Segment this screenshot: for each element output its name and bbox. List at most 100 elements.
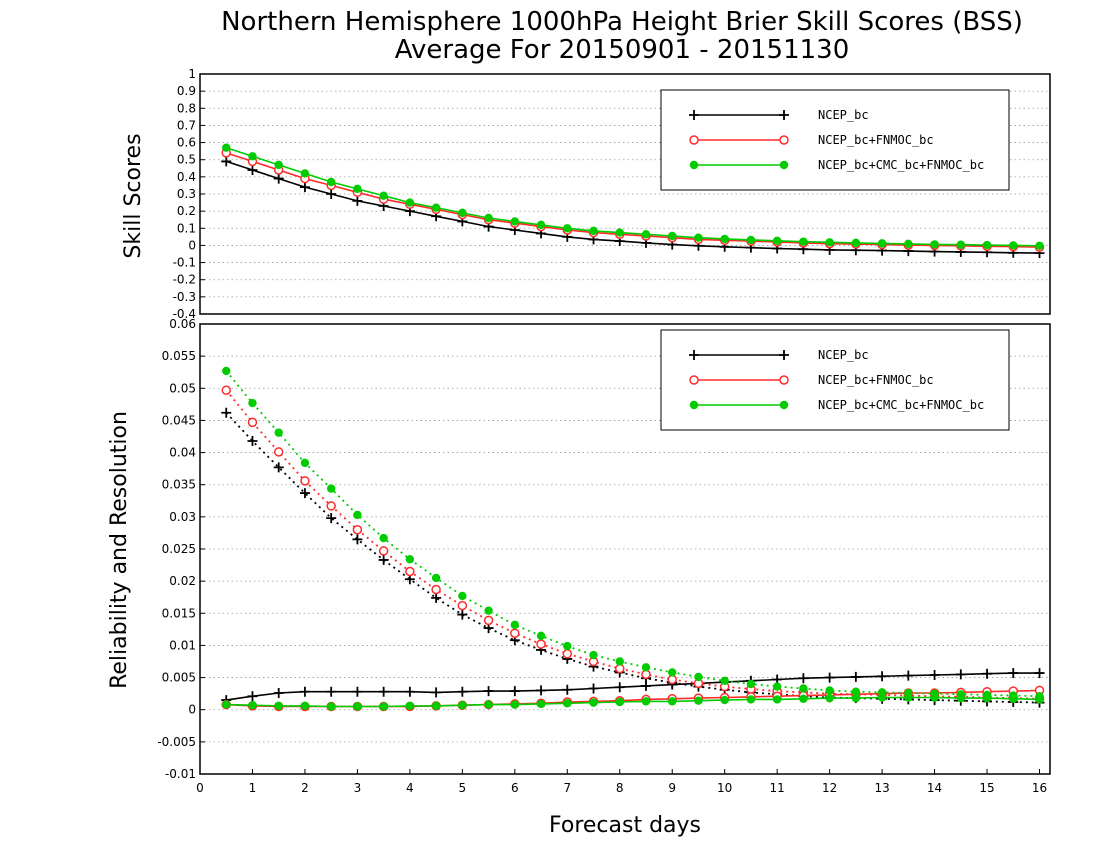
data-point (746, 235, 756, 245)
data-point (353, 510, 362, 520)
y-tick-label: 0.02 (169, 574, 196, 588)
data-point (668, 697, 677, 706)
data-point (248, 701, 257, 710)
legend-label: NCEP_bc+FNMOC_bc (818, 373, 934, 387)
data-point (746, 695, 756, 704)
data-point (825, 686, 834, 695)
data-point (248, 398, 257, 408)
legend-marker (689, 110, 699, 120)
data-point (641, 663, 651, 672)
data-point (431, 701, 441, 711)
series-NCEP_bc+CMC_bc+FNMOC_bc-reliability (222, 693, 1044, 711)
data-point (458, 208, 467, 218)
data-point (378, 546, 389, 556)
data-point (536, 699, 546, 709)
data-point (851, 693, 861, 703)
legend-marker (779, 350, 789, 360)
y-tick-label: 0.005 (162, 671, 196, 685)
data-point (273, 173, 284, 184)
data-point (589, 226, 598, 236)
x-tick-label: 15 (979, 781, 994, 795)
data-point (877, 671, 888, 682)
legend-label: NCEP_bc (818, 108, 869, 122)
y-tick-label: 0.03 (169, 510, 196, 524)
data-point (379, 702, 388, 711)
data-point (772, 695, 782, 704)
x-tick-label: 16 (1032, 781, 1047, 795)
y-tick-label: 0.7 (177, 118, 196, 132)
legend-marker (779, 375, 789, 385)
series-NCEP_bc+CMC_bc+FNMOC_bc (222, 143, 1044, 250)
y-tick-label: -0.1 (173, 256, 196, 270)
data-point (562, 649, 573, 659)
x-tick-label: 13 (874, 781, 889, 795)
data-point (273, 447, 284, 457)
y-tick-label: -0.2 (173, 273, 196, 287)
data-point (772, 682, 782, 691)
y-tick-label: 0.3 (177, 187, 196, 201)
data-point (299, 182, 310, 193)
y-tick-label: 0 (188, 703, 196, 717)
legend-marker (779, 400, 789, 410)
data-point (1035, 695, 1044, 704)
skill-scores-panel: -0.4 -0.3 -0.2 -0.1 0 0.1 0.2 0.3 0.4 0.5 0.6 0.7 0.… (121, 67, 1051, 321)
data-point (326, 702, 336, 711)
data-point (457, 686, 468, 697)
data-point (1009, 241, 1018, 250)
data-point (458, 701, 467, 710)
data-point (825, 693, 834, 703)
data-point (667, 674, 677, 685)
data-point (746, 679, 756, 689)
data-point (247, 165, 258, 175)
data-point (248, 152, 257, 161)
series-line (225, 146, 1040, 247)
data-point (772, 236, 782, 245)
data-point (457, 600, 468, 611)
data-point (326, 686, 337, 697)
y-tick-label: 1 (188, 67, 196, 81)
data-point (484, 606, 493, 615)
data-point (300, 169, 310, 178)
reliability-resolution-series (221, 366, 1045, 712)
series-line (225, 412, 1040, 704)
data-point (484, 213, 493, 223)
skill-scores-series (221, 143, 1045, 259)
data-point (457, 609, 468, 620)
data-point (300, 701, 310, 711)
data-point (378, 554, 389, 565)
data-point (615, 657, 624, 666)
y-tick-label: 0.055 (162, 349, 196, 363)
data-point (1035, 241, 1044, 250)
data-point (483, 615, 494, 626)
data-point (221, 156, 232, 167)
x-tick-label: 3 (354, 781, 362, 795)
data-point (930, 240, 939, 249)
series-line (226, 696, 1040, 708)
legend-marker (689, 400, 699, 410)
x-tick-label: 8 (616, 781, 624, 795)
data-point (563, 224, 572, 233)
data-point (536, 639, 546, 649)
data-point (353, 702, 362, 711)
data-point (458, 591, 467, 601)
data-point (641, 697, 651, 706)
y-tick-label: 0.6 (177, 136, 196, 150)
data-point (352, 534, 363, 545)
data-point (694, 696, 703, 705)
legend-label: NCEP_bc+CMC_bc+FNMOC_bc (818, 158, 984, 172)
data-point (904, 693, 913, 702)
data-point (589, 698, 598, 707)
y-tick-label: 0.045 (162, 413, 196, 427)
data-point (509, 686, 520, 697)
y-tick-label: 0.06 (169, 317, 196, 331)
x-tick-label: 4 (406, 781, 414, 795)
data-point (510, 700, 520, 709)
x-tick-label: 7 (563, 781, 571, 795)
data-point (982, 668, 993, 679)
reliability-resolution-panel: -0.01 -0.005 0 0.005 0.01 0.015 0.02 0.025 0.03 0… (107, 317, 1051, 838)
data-point (694, 233, 703, 242)
data-point (562, 684, 573, 695)
skill-scores-y-axis-label: Skill Scores (121, 133, 146, 258)
legend-entry: NCEP_bc+CMC_bc+FNMOC_bc (689, 158, 984, 172)
